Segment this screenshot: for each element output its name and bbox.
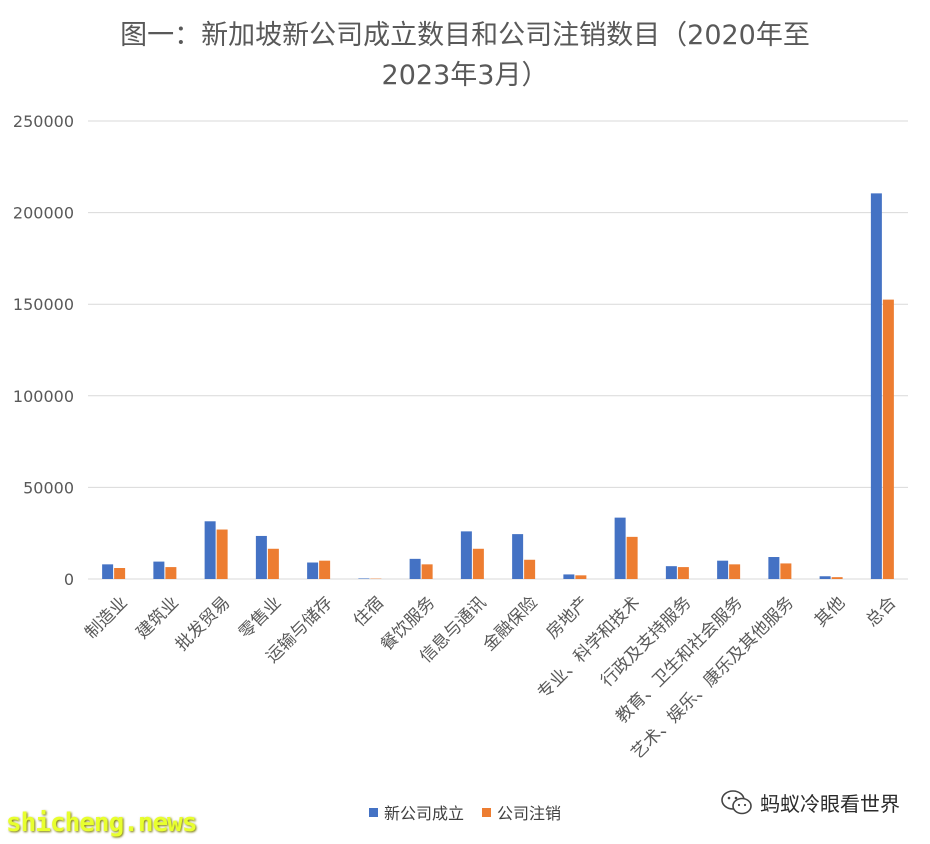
- y-tick-label: 50000: [23, 478, 74, 497]
- x-tick-label: 行政及支持服务: [597, 593, 695, 691]
- bar-new-company: [512, 534, 524, 579]
- x-tick-label: 建筑业: [133, 593, 183, 643]
- watermark-account: 蚂蚁冷眼看世界: [720, 788, 900, 817]
- y-tick-label: 250000: [13, 112, 74, 131]
- bar-new-company: [358, 578, 370, 579]
- x-tick-label: 制造业: [81, 593, 131, 643]
- bar-closed-company: [421, 564, 433, 579]
- bar-new-company: [409, 558, 421, 579]
- bar-closed-company: [216, 529, 228, 579]
- bar-new-company: [204, 521, 216, 579]
- x-tick-label: 总合: [862, 593, 900, 631]
- bar-new-company: [102, 564, 114, 579]
- watermark-site: shicheng.news: [6, 808, 197, 838]
- bar-new-company: [614, 517, 626, 579]
- legend: 新公司成立 公司注销: [0, 800, 930, 824]
- bar-closed-company: [729, 564, 741, 579]
- bar-new-company: [460, 531, 472, 579]
- bar-closed-company: [677, 567, 689, 579]
- x-tick-label: 零售业: [235, 593, 285, 643]
- bar-new-company: [870, 193, 882, 579]
- bar-chart: 0 50000 100000 150000 200000 250000 制造业 建筑业批发贸…: [13, 112, 908, 763]
- bar-closed-company: [882, 299, 894, 579]
- x-tick-label: 住宿: [350, 593, 388, 631]
- bar-closed-company: [831, 577, 843, 579]
- chart-title-line2: 2023年3月）: [381, 60, 549, 91]
- bar-new-company: [665, 566, 677, 579]
- bar-closed-company: [165, 567, 177, 579]
- bar-closed-company: [575, 575, 587, 579]
- bar-new-company: [717, 560, 729, 579]
- x-tick-label: 批发贸易: [172, 593, 234, 655]
- bar-new-company: [153, 561, 165, 579]
- legend-label-new: 新公司成立: [383, 804, 464, 823]
- legend-swatch-new: [368, 807, 378, 817]
- watermark-account-name: 蚂蚁冷眼看世界: [760, 792, 900, 816]
- y-axis-ticks: 0 50000 100000 150000 200000 250000: [13, 112, 74, 589]
- bar-closed-company: [319, 560, 331, 579]
- chart-title: 图一：新加坡新公司成立数目和公司注销数目（2020年至 2023年3月）: [0, 16, 930, 96]
- bar-new-company: [307, 562, 319, 579]
- y-tick-label: 150000: [13, 295, 74, 314]
- bar-new-company: [563, 574, 575, 579]
- bar-closed-company: [472, 548, 484, 579]
- bar-new-company: [255, 535, 267, 579]
- bar-new-company: [819, 576, 831, 579]
- bar-closed-company: [114, 568, 126, 579]
- grid-lines: [88, 120, 908, 580]
- y-tick-label: 0: [64, 570, 74, 589]
- legend-item-closed: 公司注销: [482, 800, 561, 824]
- wechat-icon: [721, 789, 752, 814]
- bar-new-company: [768, 557, 780, 579]
- bars: [102, 193, 894, 579]
- x-tick-label: 其他: [811, 593, 849, 631]
- bar-closed-company: [524, 559, 536, 579]
- bar-closed-company: [780, 563, 792, 579]
- x-tick-label: 金融保险: [479, 593, 541, 655]
- bar-closed-company: [267, 548, 279, 579]
- y-tick-label: 100000: [13, 387, 74, 406]
- legend-swatch-closed: [482, 807, 491, 817]
- y-tick-label: 200000: [13, 204, 74, 223]
- legend-label-closed: 公司注销: [497, 804, 562, 823]
- bar-closed-company: [626, 536, 638, 579]
- chart-title-line1: 图一：新加坡新公司成立数目和公司注销数目（2020年至: [120, 20, 810, 51]
- legend-item-new: 新公司成立: [368, 800, 464, 824]
- x-tick-label: 房地产: [543, 593, 593, 643]
